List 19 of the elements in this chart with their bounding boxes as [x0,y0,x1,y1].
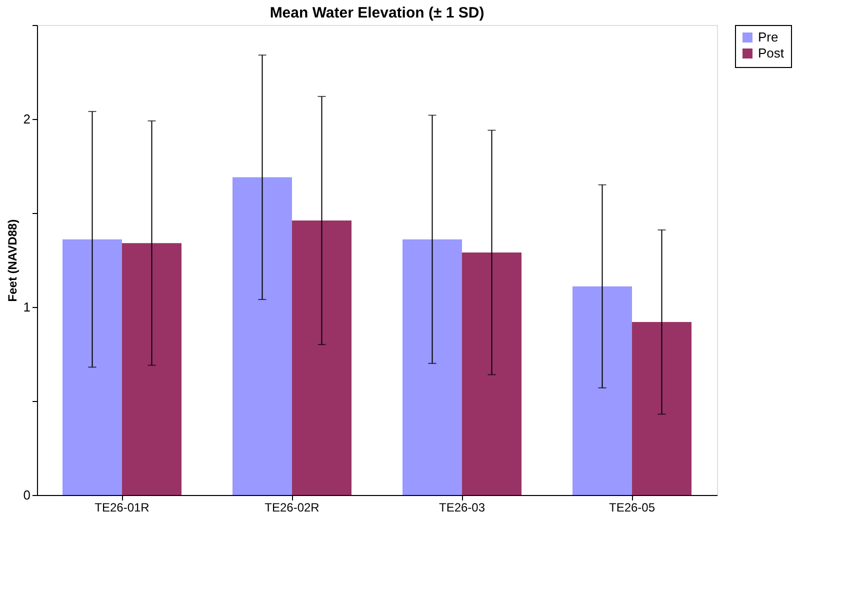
bar [632,322,692,495]
y-tick-label: 1 [23,300,30,314]
bar [462,252,522,495]
legend-label: Pre [758,30,778,44]
x-tick-label: TE26-05 [608,500,656,514]
x-tick-label: TE26-02R [264,500,320,514]
y-tick-label: 2 [23,112,30,126]
y-tick-label: 0 [23,488,30,502]
bar [572,286,632,495]
chart-title: Mean Water Elevation (± 1 SD) [270,4,484,22]
bar [292,220,352,495]
x-tick-label: TE26-01R [94,500,150,514]
y-axis-title: Feet (NAVD88) [5,219,20,302]
legend-label: Post [758,46,784,60]
bar [122,243,182,495]
bar [402,239,462,495]
x-tick-label: TE26-03 [438,500,486,514]
bar [62,239,122,495]
bar [232,177,292,495]
